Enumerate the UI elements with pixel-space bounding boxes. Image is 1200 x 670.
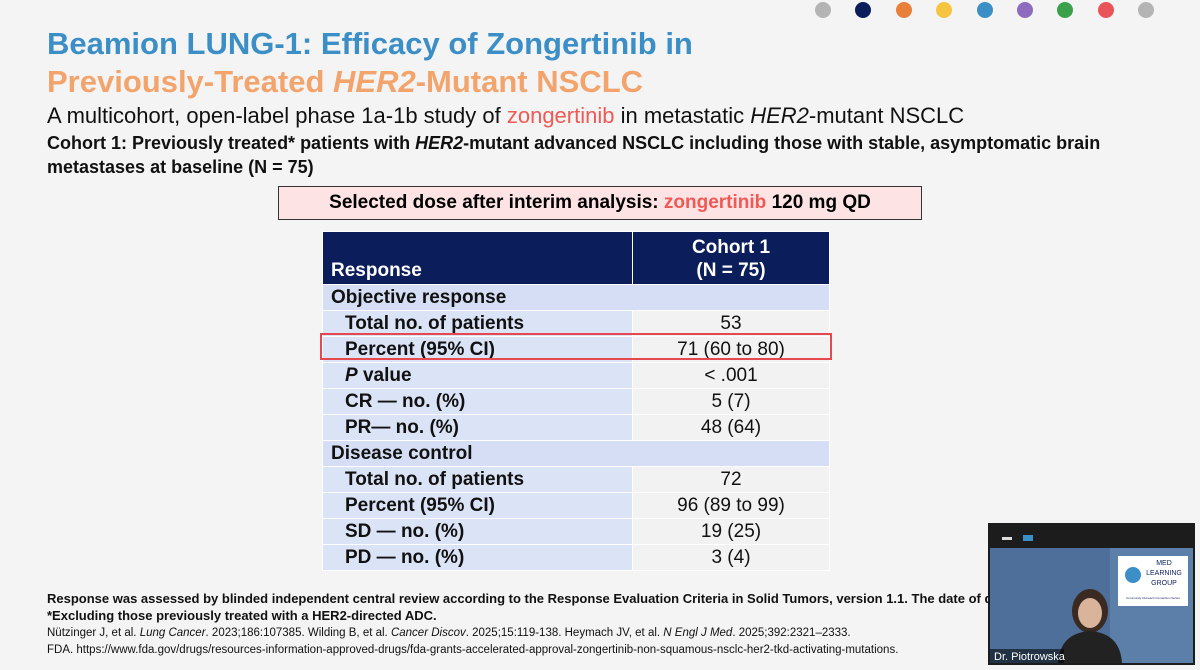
logo-icon: [1125, 567, 1141, 583]
row-value: 96 (89 to 99): [632, 492, 830, 519]
section-row: Disease control: [322, 440, 830, 467]
row-value: 48 (64): [632, 414, 830, 441]
subtitle: A multicohort, open-label phase 1a-1b st…: [47, 103, 964, 129]
person-body: [1058, 631, 1122, 663]
row-label: PR— no. (%): [322, 414, 633, 441]
text: . 2025;392:2321–2333.: [732, 627, 851, 639]
footnote: Response was assessed by blinded indepen…: [47, 591, 1023, 606]
dot: [1098, 2, 1114, 18]
row-value: < .001: [632, 362, 830, 389]
text: Lung Cancer: [139, 627, 206, 639]
person-face: [1078, 598, 1102, 628]
color-dots: [815, 2, 1154, 18]
logo-text: MED: [1156, 560, 1172, 567]
text: Cancer Discov: [390, 627, 466, 639]
text: -mutant NSCLC: [808, 103, 965, 128]
text: 120 mg QD: [766, 192, 871, 213]
row: PD — no. (%) 3 (4): [322, 544, 830, 571]
row: SD — no. (%) 19 (25): [322, 518, 830, 545]
title-line2: Previously-Treated HER2-Mutant NSCLC: [47, 64, 643, 100]
icon: [1023, 535, 1033, 541]
row-value: 19 (25): [632, 518, 830, 545]
header-cell: Cohort 1 (N = 75): [632, 231, 830, 285]
section-label: Objective response: [322, 284, 830, 311]
dot: [1138, 2, 1154, 18]
header-cell: Response: [322, 231, 633, 285]
row-value: 3 (4): [632, 544, 830, 571]
text: Cohort 1: Previously treated* patients w…: [47, 133, 416, 153]
video-frame: MED LEARNING GROUP Community Outreach Co…: [990, 535, 1193, 663]
speaker-name: Dr. Piotrowska: [994, 651, 1066, 663]
text: zongertinib: [506, 103, 615, 128]
cohort-description: Cohort 1: Previously treated* patients w…: [47, 131, 1167, 179]
text: Nützinger J, et al.: [47, 627, 140, 639]
text: in metastatic: [614, 103, 751, 128]
dot: [896, 2, 912, 18]
row: CR — no. (%) 5 (7): [322, 388, 830, 415]
row: PR— no. (%) 48 (64): [322, 414, 830, 441]
text: P: [345, 365, 358, 386]
text: . 2025;15:119-138. Heymach JV, et al.: [465, 627, 664, 639]
row: P value < .001: [322, 362, 830, 389]
text: . 2023;186:107385. Wilding B, et al.: [205, 627, 391, 639]
row-value: 53: [632, 310, 830, 337]
row-label: Percent (95% CI): [322, 492, 633, 519]
dose-box: Selected dose after interim analysis: zo…: [278, 186, 922, 220]
row-label: P value: [322, 362, 633, 389]
dot: [977, 2, 993, 18]
reference: FDA. https://www.fda.gov/drugs/resources…: [47, 644, 899, 656]
row-label: Total no. of patients: [322, 310, 633, 337]
row: Total no. of patients 72: [322, 466, 830, 493]
text: N Engl J Med: [663, 627, 733, 639]
text: Previously-Treated: [47, 64, 334, 99]
row: Percent (95% CI) 96 (89 to 99): [322, 492, 830, 519]
row-value: 5 (7): [632, 388, 830, 415]
dot: [815, 2, 831, 18]
text: HER2: [415, 133, 464, 153]
row-label: Total no. of patients: [322, 466, 633, 493]
row-value: 72: [632, 466, 830, 493]
text: HER2: [333, 64, 416, 99]
row-label: PD — no. (%): [322, 544, 633, 571]
text: Cohort 1: [691, 237, 771, 258]
section-label: Disease control: [322, 440, 830, 467]
title-line1: Beamion LUNG-1: Efficacy of Zongertinib …: [47, 26, 693, 61]
footnote: *Excluding those previously treated with…: [47, 608, 437, 623]
section-row: Objective response: [322, 284, 830, 311]
dot: [1017, 2, 1033, 18]
header-row: Response Cohort 1 (N = 75): [322, 231, 830, 285]
text: value: [357, 365, 412, 386]
response-table: Response Cohort 1 (N = 75) Objective respo…: [322, 231, 830, 571]
highlight-box: [320, 333, 832, 360]
reference: Nützinger J, et al. Lung Cancer. 2023;18…: [47, 627, 851, 639]
dot: [1057, 2, 1073, 18]
row-label: SD — no. (%): [322, 518, 633, 545]
logo-tagline: Community Outreach Connection Series: [1126, 596, 1180, 600]
text: (N = 75): [696, 260, 766, 281]
text: A multicohort, open-label phase 1a-1b st…: [47, 103, 507, 128]
logo-text: GROUP: [1151, 580, 1177, 587]
text: -mutant advanced NSCLC including those w…: [47, 133, 1101, 177]
logo-text: LEARNING: [1146, 570, 1182, 577]
row: Total no. of patients 53: [322, 310, 830, 337]
text: -Mutant NSCLC: [415, 64, 644, 99]
row-label: CR — no. (%): [322, 388, 633, 415]
dot: [936, 2, 952, 18]
video-overlay[interactable]: MED LEARNING GROUP Community Outreach Co…: [988, 523, 1195, 665]
text: zongertinib: [663, 192, 767, 213]
text: Selected dose after interim analysis:: [329, 192, 664, 213]
icon: [1002, 537, 1012, 540]
dot: [855, 2, 871, 18]
text: HER2: [750, 103, 809, 128]
label-bg: [990, 649, 1064, 663]
